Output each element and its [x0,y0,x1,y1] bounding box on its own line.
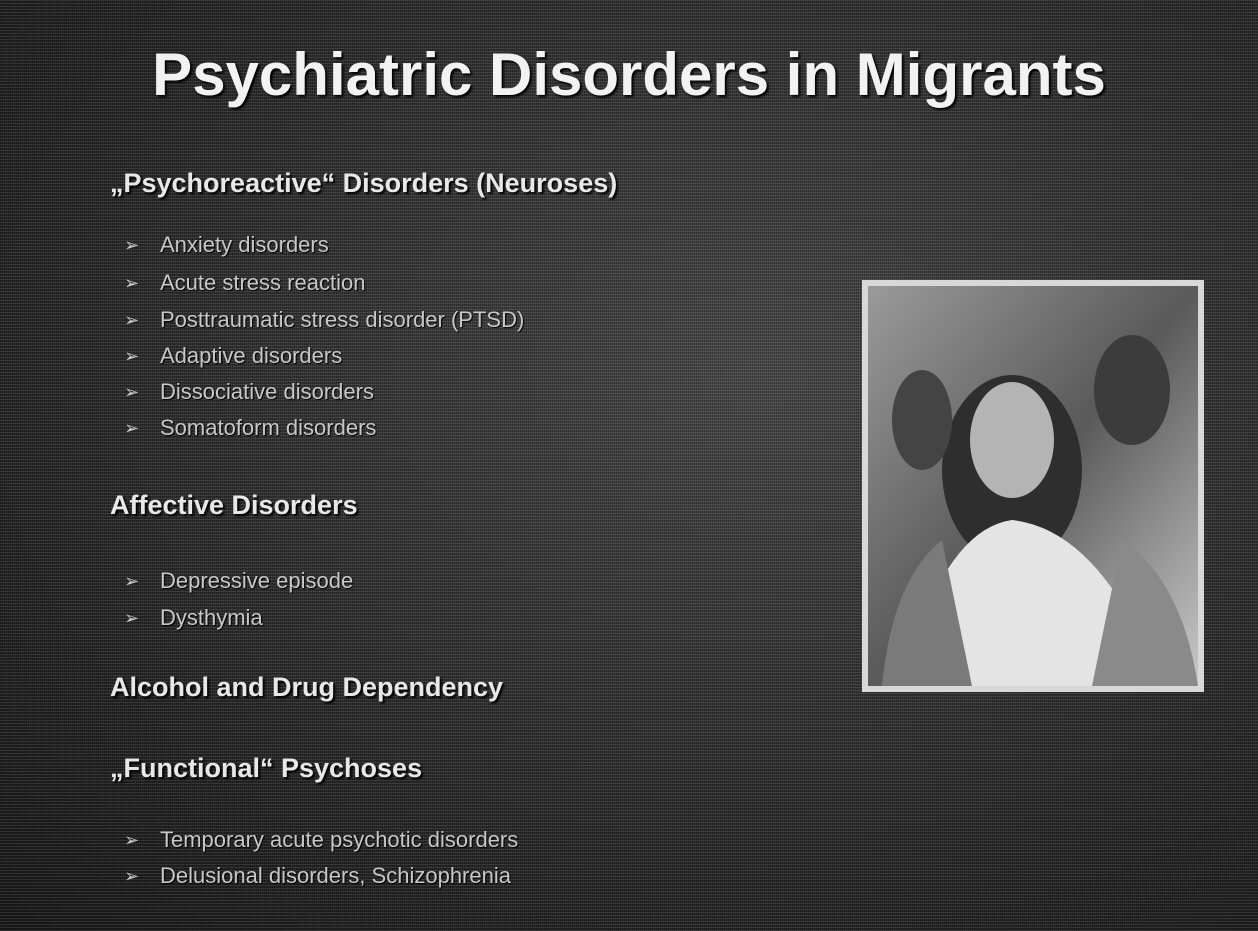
bullet-item: Depressive episode [160,568,353,594]
bullet-arrow: ➢ [124,418,139,439]
bullet-item: Dissociative disorders [160,379,374,405]
section-heading: „Psychoreactive“ Disorders (Neuroses) [110,168,617,199]
slide-title: Psychiatric Disorders in Migrants [0,40,1258,109]
photo [862,280,1204,692]
bullet-arrow: ➢ [124,382,139,403]
bullet-arrow: ➢ [124,830,139,851]
bullet-arrow: ➢ [124,571,139,592]
bullet-arrow: ➢ [124,235,139,256]
bullet-item: Delusional disorders, Schizophrenia [160,863,511,889]
bullet-arrow: ➢ [124,866,139,887]
bullet-arrow: ➢ [124,310,139,331]
bullet-item: Anxiety disorders [160,232,329,258]
bullet-item: Somatoform disorders [160,415,376,441]
bullet-item: Posttraumatic stress disorder (PTSD) [160,307,524,333]
bullet-item: Temporary acute psychotic disorders [160,827,518,853]
bullet-item: Dysthymia [160,605,263,631]
section-heading: Alcohol and Drug Dependency [110,672,503,703]
section-heading: Affective Disorders [110,490,358,521]
bullet-item: Adaptive disorders [160,343,342,369]
bullet-item: Acute stress reaction [160,270,365,296]
bullet-arrow: ➢ [124,273,139,294]
bullet-arrow: ➢ [124,346,139,367]
bullet-arrow: ➢ [124,608,139,629]
section-heading: „Functional“ Psychoses [110,753,422,784]
slide: Psychiatric Disorders in Migrants „Psych… [0,0,1258,931]
